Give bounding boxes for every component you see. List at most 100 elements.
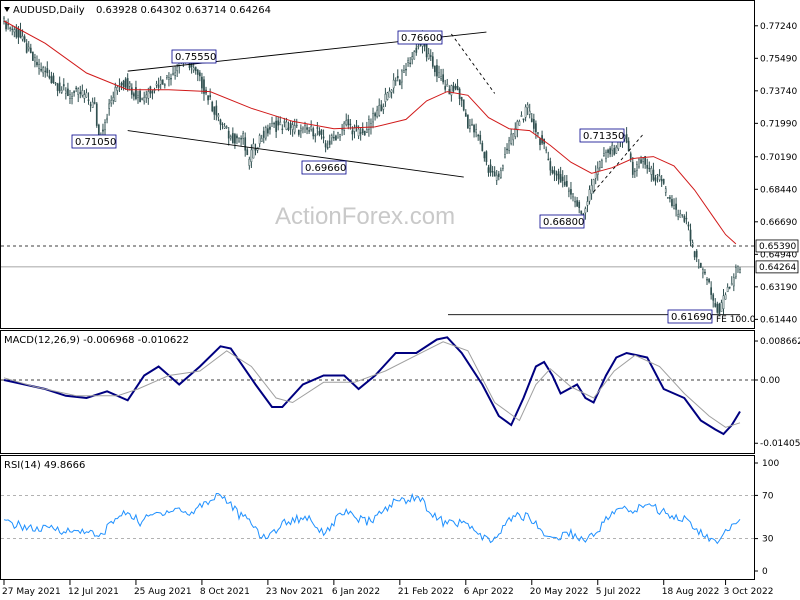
candle-body <box>56 83 59 91</box>
candle-body <box>48 75 51 78</box>
candle-body <box>343 122 346 131</box>
axis-price-label: 0.64264 <box>759 263 796 273</box>
candle-body <box>318 131 321 135</box>
candle-body <box>246 149 249 156</box>
candle-body <box>9 27 12 29</box>
candle-body <box>32 51 34 61</box>
candle-body <box>62 84 65 87</box>
rsi-line <box>3 492 741 545</box>
candle-body <box>549 161 552 171</box>
candle-body <box>473 125 475 133</box>
candle-body <box>231 133 234 144</box>
candle-body <box>174 72 176 76</box>
x-axis-label: 20 May 2022 <box>530 587 589 597</box>
candle-body <box>363 130 366 136</box>
x-axis-label: 23 Nov 2021 <box>266 587 324 597</box>
price-axis-label: 0.73740 <box>760 87 797 97</box>
candle-body <box>114 87 117 102</box>
macd-line <box>3 336 741 436</box>
candle-body <box>225 126 228 128</box>
candle-body <box>347 119 350 126</box>
candle-body <box>223 126 226 129</box>
candle-body <box>289 123 292 129</box>
candle-body <box>685 217 688 220</box>
level-label-box <box>71 134 117 149</box>
candle-body <box>112 97 115 101</box>
candle-body <box>706 279 708 281</box>
candle-body <box>555 173 558 176</box>
candle-body <box>718 303 721 314</box>
level-label-box <box>667 309 713 324</box>
candle-body <box>485 151 488 163</box>
candle-body <box>431 56 434 67</box>
candle-body <box>95 103 98 126</box>
x-axis-label: 12 Jul 2021 <box>68 587 119 597</box>
candle-body <box>133 93 135 97</box>
candle-body <box>394 80 397 82</box>
candle-body <box>722 295 725 310</box>
candle-body <box>442 74 444 83</box>
candle-body <box>539 138 541 145</box>
candle-body <box>530 118 533 122</box>
rsi-title: RSI(14) 49.8666 <box>4 460 85 471</box>
candle-body <box>535 123 537 133</box>
price-axis-label: 0.64940 <box>760 250 797 260</box>
candle-body <box>128 82 131 87</box>
candle-body <box>477 134 480 137</box>
price-axis-label: 0.66690 <box>760 218 797 228</box>
candle-body <box>737 266 739 273</box>
candle-body <box>462 99 465 111</box>
candle-body <box>304 125 306 133</box>
candle-body <box>522 118 525 121</box>
candle-body <box>446 83 449 87</box>
level-label-box <box>301 160 347 175</box>
candle-body <box>615 146 618 154</box>
candle-body <box>677 214 680 217</box>
candle-body <box>691 242 694 245</box>
candle-body <box>708 279 710 283</box>
candle-body <box>5 21 7 30</box>
candle-body <box>429 55 432 57</box>
candle-body <box>629 153 632 160</box>
candle-body <box>120 82 123 86</box>
candle-body <box>365 129 368 134</box>
level-label-box <box>539 214 585 229</box>
candle-body <box>460 97 463 101</box>
candle-body <box>467 114 469 129</box>
candle-body <box>221 123 224 126</box>
candle-body <box>137 95 139 98</box>
candle-body <box>568 189 570 192</box>
price-axis-label: 0.70190 <box>760 153 797 163</box>
candle-body <box>565 180 568 187</box>
candle-body <box>574 200 576 203</box>
candle-body <box>122 80 125 88</box>
dropdown-icon[interactable] <box>4 7 10 12</box>
candle-body <box>576 200 578 207</box>
x-axis-label: 6 Apr 2022 <box>464 587 514 597</box>
candle-body <box>679 213 682 218</box>
level-label-box <box>171 49 217 64</box>
fib-extension-label: FE 100.0 <box>716 315 756 325</box>
candle-body <box>258 135 261 144</box>
candle-body <box>207 95 209 101</box>
candle-body <box>388 90 391 98</box>
candle-body <box>454 85 457 89</box>
candle-body <box>178 62 181 68</box>
candle-body <box>475 129 477 133</box>
candle-body <box>335 135 337 141</box>
candle-body <box>199 72 201 77</box>
candle-body <box>91 101 94 108</box>
candle-body <box>130 87 133 95</box>
candle-body <box>176 66 179 72</box>
candle-body <box>108 103 110 109</box>
candle-body <box>73 91 75 93</box>
candle-body <box>124 78 127 88</box>
candle-body <box>563 181 566 186</box>
candle-body <box>603 153 605 156</box>
candle-body <box>252 143 255 159</box>
candle-body <box>739 269 741 274</box>
candle-body <box>190 63 193 68</box>
candle-body <box>236 135 238 139</box>
candle-body <box>248 158 251 166</box>
